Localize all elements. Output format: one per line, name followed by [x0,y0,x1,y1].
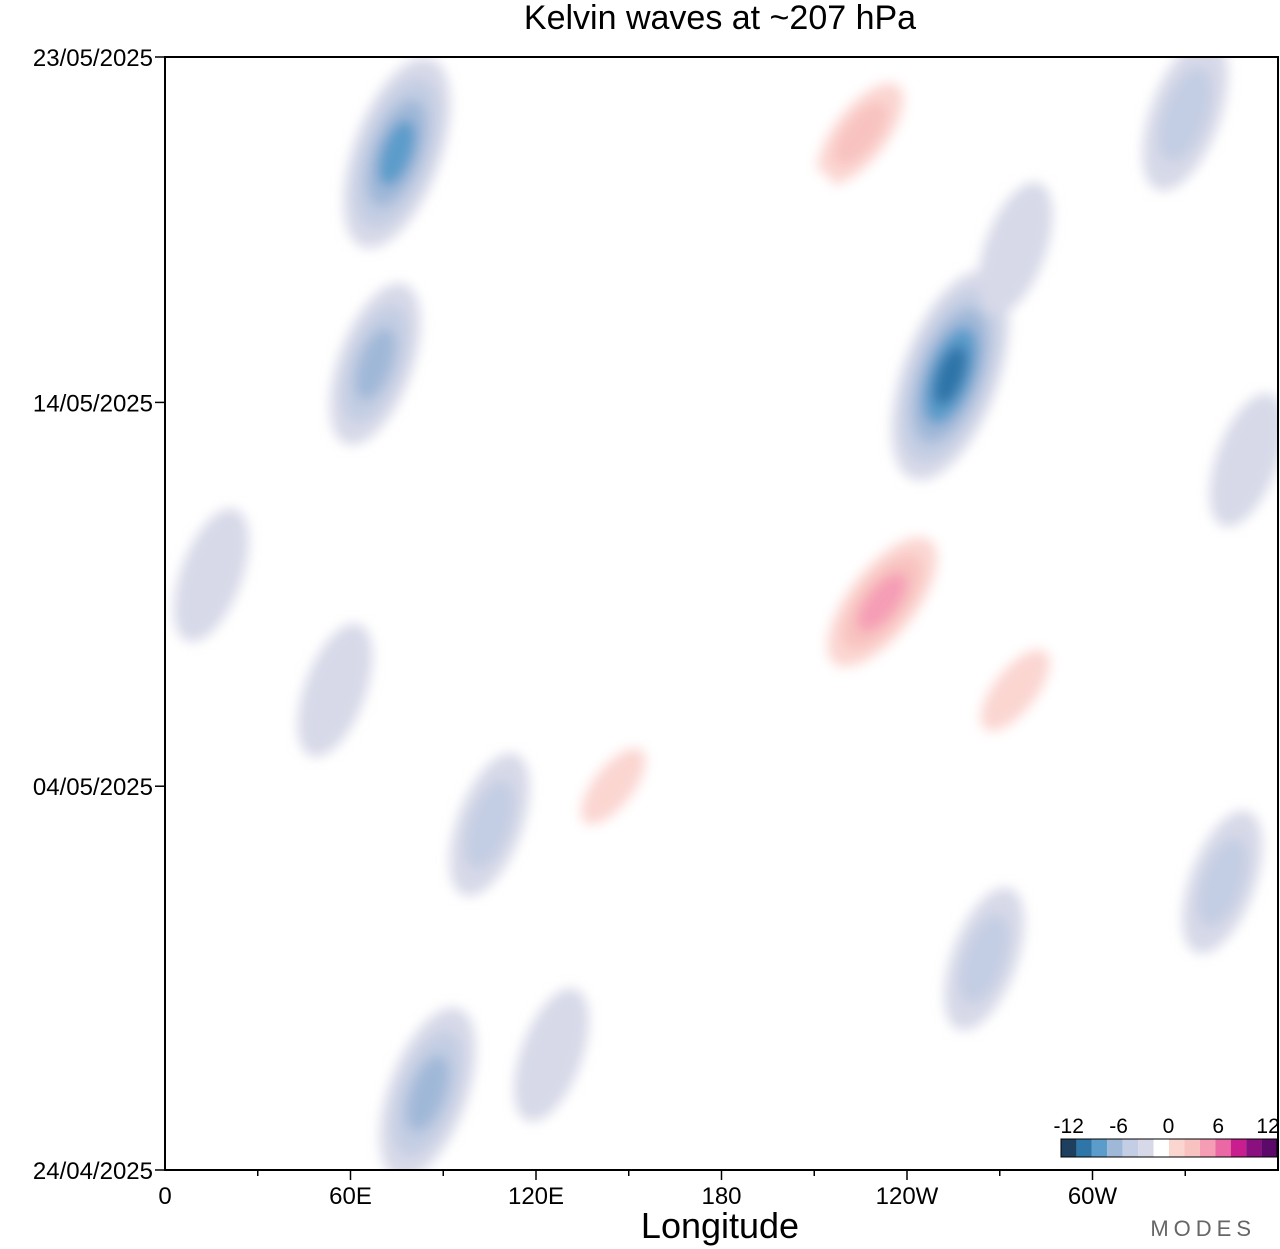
contour-feature [560,723,667,849]
contour-level [355,328,396,400]
contour-level [406,1055,450,1132]
y-tick-label: 24/04/2025 [33,1158,153,1185]
contour-level [171,229,270,346]
x-axis-label: Longitude [641,1205,799,1246]
plot-area [165,57,1278,1170]
contour-feature [666,708,765,826]
contour-level [959,915,1009,1003]
contour-level [1197,838,1247,927]
contour-level [771,881,870,998]
contour-feature [1083,363,1182,480]
contour-level [1111,1015,1210,1133]
colorbar-swatch [1184,1139,1200,1157]
contour-feature [891,270,1010,481]
contour-level [1209,393,1278,527]
contour-level [641,996,740,1114]
contour-feature [208,785,308,903]
contour-feature [811,518,953,686]
colorbar-frame [1060,1138,1278,1158]
contour-level [980,649,1050,732]
contour-feature [171,229,270,346]
contour-level [514,988,589,1122]
contour-level [834,102,888,166]
x-tick-label: 120E [508,1183,564,1210]
contour-feature [343,57,451,249]
x-tick-label: 0 [158,1183,171,1210]
x-axis: 0 60E 120E 180 120W 60W [158,1170,1186,1210]
contour-level [977,182,1053,316]
modes-watermark: MODES [1150,1216,1256,1241]
contour-feature [800,63,921,205]
colorbar-swatch [1199,1139,1216,1157]
colorbar-label: 0 [1163,1115,1175,1138]
contour-feature [641,996,740,1114]
contour-level [208,785,308,903]
colorbar-swatch [1091,1139,1108,1157]
colorbar-swatch [1215,1139,1231,1157]
x-tick-label: 60W [1068,1183,1118,1210]
contour-feature [1027,1073,1127,1170]
contour-feature [192,1065,292,1170]
colorbar-label: -12 [1054,1115,1084,1138]
colorbar-swatch [1138,1139,1154,1157]
contour-feature [379,1007,476,1170]
contour-level [1159,67,1212,162]
contour-feature [449,753,530,896]
contour-level [857,573,907,631]
contour-feature [1209,393,1278,527]
y-tick-label: 04/05/2025 [33,774,153,801]
x-tick-label: 120W [876,1183,939,1210]
contour-feature [616,133,716,250]
x-tick-label: 60E [329,1183,372,1210]
colorbar-swatch [1261,1139,1277,1157]
colorbar-swatch [1153,1139,1169,1157]
colorbar-swatch [1230,1139,1247,1157]
contour-feature [174,508,249,642]
contour-feature [514,988,589,1122]
colorbar-swatch [1061,1139,1077,1157]
contour-feature [329,283,421,445]
contour-feature [297,623,373,757]
contour-feature [1111,1015,1210,1133]
y-axis: 23/05/2025 14/05/2025 04/05/2025 24/04/2025 [33,45,165,1185]
contour-level [192,1065,292,1170]
colorbar-label: -6 [1109,1115,1128,1138]
contour-feature [977,182,1053,316]
colorbar-swatch [1246,1139,1262,1157]
contour-feature [944,887,1025,1031]
contour-features [171,57,1278,1170]
contour-feature [1142,57,1228,191]
contour-level [666,708,765,826]
colorbar-swatch [1107,1139,1123,1157]
y-tick-label: 14/05/2025 [33,390,153,417]
contour-level [1083,363,1182,480]
colorbar-label: 6 [1212,1115,1224,1138]
colorbar-swatch [1122,1139,1139,1157]
contour-level [734,171,833,288]
colorbar-label: 12 [1256,1115,1279,1138]
colorbar: -12 -6 0 6 12 [1054,1115,1280,1158]
contour-level [378,119,416,187]
contour-level [174,508,249,642]
contour-level [465,780,515,869]
contour-level [297,623,373,757]
contour-feature [734,171,833,288]
contour-level [580,747,646,825]
contour-level [616,133,716,250]
contour-feature [771,881,870,998]
contour-level [1027,1073,1127,1170]
x-tick-label: 180 [701,1183,741,1210]
contour-feature [1182,810,1263,954]
contour-feature [958,623,1072,757]
colorbar-swatch [1169,1139,1185,1157]
colorbar-swatch [1076,1139,1092,1157]
y-tick-label: 23/05/2025 [33,45,153,72]
contour-level [933,345,968,406]
chart-title: Kelvin waves at ~207 hPa [524,0,916,37]
plot-background [165,57,1278,1170]
